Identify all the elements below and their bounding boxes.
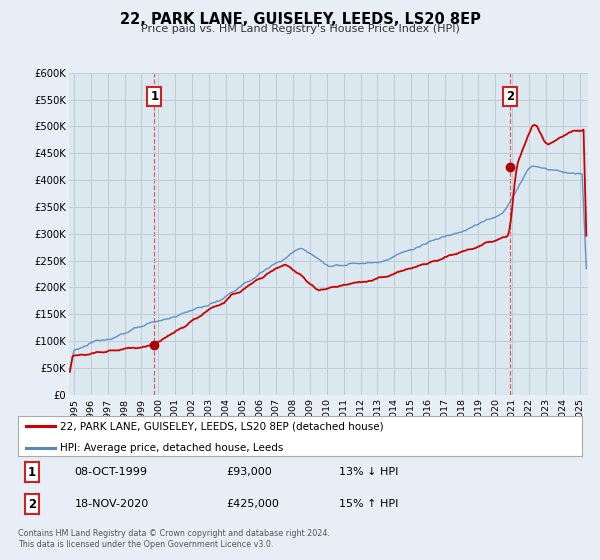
Text: £93,000: £93,000 [227, 467, 272, 477]
Text: 1: 1 [28, 465, 36, 479]
Text: 2: 2 [28, 498, 36, 511]
Text: 08-OCT-1999: 08-OCT-1999 [74, 467, 148, 477]
Text: HPI: Average price, detached house, Leeds: HPI: Average price, detached house, Leed… [60, 442, 284, 452]
Text: Price paid vs. HM Land Registry's House Price Index (HPI): Price paid vs. HM Land Registry's House … [140, 24, 460, 34]
Text: 1: 1 [151, 91, 158, 104]
Text: 2: 2 [506, 91, 514, 104]
Text: 22, PARK LANE, GUISELEY, LEEDS, LS20 8EP (detached house): 22, PARK LANE, GUISELEY, LEEDS, LS20 8EP… [60, 421, 384, 431]
Text: £425,000: £425,000 [227, 500, 280, 509]
Text: 18-NOV-2020: 18-NOV-2020 [74, 500, 149, 509]
Text: 22, PARK LANE, GUISELEY, LEEDS, LS20 8EP: 22, PARK LANE, GUISELEY, LEEDS, LS20 8EP [119, 12, 481, 27]
Text: 15% ↑ HPI: 15% ↑ HPI [340, 500, 399, 509]
Text: This data is licensed under the Open Government Licence v3.0.: This data is licensed under the Open Gov… [18, 540, 274, 549]
Text: 13% ↓ HPI: 13% ↓ HPI [340, 467, 399, 477]
Text: Contains HM Land Registry data © Crown copyright and database right 2024.: Contains HM Land Registry data © Crown c… [18, 529, 330, 538]
